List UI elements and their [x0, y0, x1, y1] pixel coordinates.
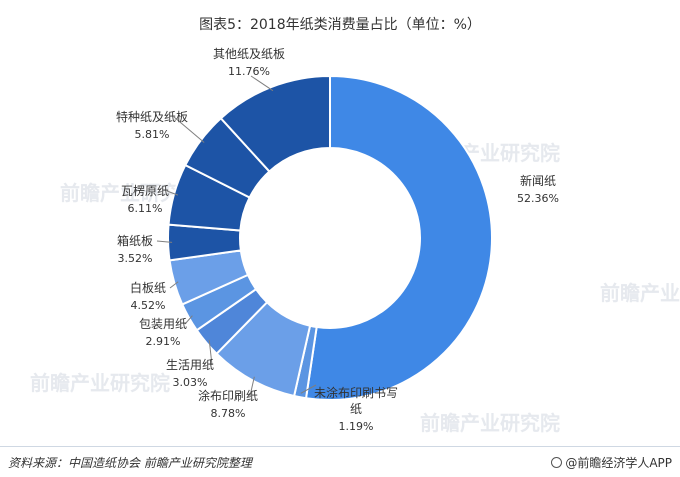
slice-value-label: 3.03%: [173, 376, 208, 389]
slice-value-label: 11.76%: [228, 65, 270, 78]
leader-line: [249, 376, 255, 397]
slice-name-label: 纸: [350, 402, 362, 416]
leader-line: [173, 116, 205, 143]
footer: 资料来源：中国造纸协会 前瞻产业研究院整理 @前瞻经济学人APP: [0, 446, 680, 477]
slice-name-label: 新闻纸: [520, 173, 556, 188]
donut-slices: [167, 74, 493, 401]
leader-line: [250, 75, 274, 92]
slice-value-label: 5.81%: [135, 128, 170, 141]
slice-name-label: 其他纸及纸板: [213, 47, 285, 61]
donut-slice: [304, 74, 493, 401]
slice-name-label: 白板纸: [130, 280, 166, 295]
slice-name-label: 特种纸及纸板: [116, 109, 188, 124]
leader-line: [208, 339, 213, 366]
donut-chart: 前瞻产业研究院前瞻产业研究院前瞻产业研究院前瞻产业研究院前瞻产业研究院 新闻纸5…: [30, 47, 680, 435]
leader-line: [156, 240, 173, 243]
slice-name-label: 瓦楞原纸: [121, 183, 169, 198]
leader-line: [184, 315, 193, 325]
watermark-text: 前瞻产业研究院: [420, 411, 560, 435]
leader-lines: [156, 75, 317, 397]
slice-name-label: 涂布印刷纸: [198, 388, 258, 403]
slice-value-label: 2.91%: [146, 335, 181, 348]
slice-value-label: 52.36%: [517, 192, 559, 205]
leader-line: [169, 281, 179, 289]
chart-title: 图表5：2018年纸类消费量占比（单位：%）: [199, 17, 481, 33]
leader-line: [300, 384, 317, 394]
source-note: 资料来源：中国造纸协会 前瞻产业研究院整理: [8, 456, 252, 470]
slice-value-label: 8.78%: [211, 407, 246, 420]
leader-line: [166, 190, 179, 196]
brand-credit: @前瞻经济学人APP: [551, 454, 672, 471]
donut-slice: [219, 74, 331, 173]
watermark-text: 前瞻产业研究院: [600, 281, 680, 305]
slice-value-label: 4.52%: [131, 299, 166, 312]
slice-value-label: 6.11%: [128, 202, 163, 215]
slice-name-label: 包装用纸: [139, 317, 187, 331]
brand-logo-icon: [551, 457, 563, 468]
brand-text: @前瞻经济学人APP: [565, 456, 672, 470]
slice-name-label: 箱纸板: [117, 233, 153, 248]
slice-value-label: 3.52%: [118, 252, 153, 265]
watermark-text: 前瞻产业研究院: [30, 371, 170, 395]
slice-value-label: 1.19%: [339, 420, 374, 433]
slice-name-label: 生活用纸: [166, 358, 214, 372]
slice-name-label: 未涂布印刷书写: [314, 385, 398, 400]
